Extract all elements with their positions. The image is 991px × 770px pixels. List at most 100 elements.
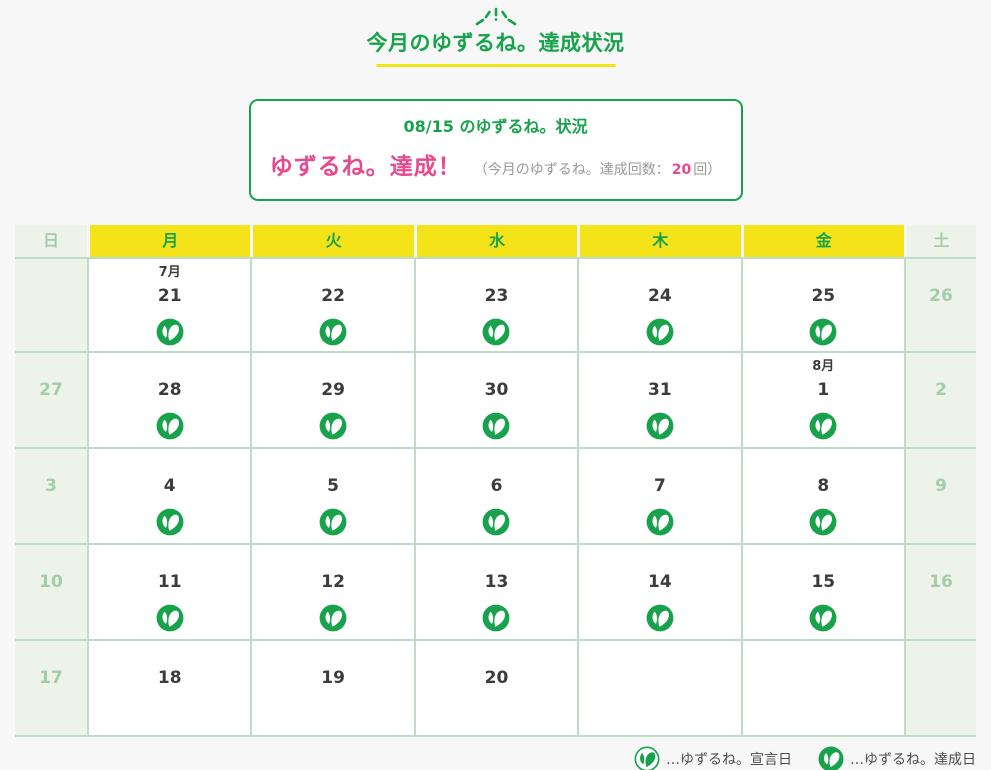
legend-item-declared: …ゆずるね。宣言日 [634,746,792,770]
calendar-day-cell: 14 [577,545,741,641]
status-line: ゆずるね。達成！ （今月のゆずるね。達成回数： 20 回） [261,147,731,181]
month-label [416,357,577,376]
day-number [579,664,740,692]
calendar-day-cell: 20 [413,641,578,737]
month-label [252,549,413,568]
yuzurune-achieved-icon [89,508,250,536]
month-label [743,453,904,472]
day-number: 30 [484,380,509,400]
month-label [252,453,413,472]
month-label: 7月 [158,265,181,280]
month-label [906,453,976,472]
calendar-day-cell [577,641,741,737]
month-label [579,549,740,568]
day-number: 20 [484,668,509,688]
day-number: 14 [648,572,672,592]
month-label [579,453,740,472]
calendar-day-cell: 23 [413,257,578,353]
yuzurune-declared-icon [634,746,660,770]
yuzurune-achieved-icon [743,412,904,440]
month-label [743,263,904,282]
yuzurune-achieved-icon [743,318,904,346]
day-number: 17 [39,668,63,688]
calendar-day-cell: 10 [15,545,87,641]
month-label [89,453,250,472]
month-label [15,549,87,568]
yuzurune-achieved-icon [579,604,740,632]
month-label [252,357,413,376]
calendar-day-cell: 12 [250,545,414,641]
month-label [89,357,250,376]
weekday-header-0: 日 [15,225,87,257]
page-header: 今月のゆずるね。達成状況 [0,0,991,67]
yuzurune-achieved-icon [579,412,740,440]
weekday-header-3: 水 [413,225,578,257]
day-number: 25 [811,286,836,306]
yuzurune-achieved-icon [743,604,904,632]
day-number: 26 [929,286,953,306]
day-number [743,664,904,692]
calendar-day-cell: 7 [577,449,741,545]
calendar-day-cell: 25 [740,257,904,353]
achievement-calendar: 日月火水木金土 7月 21 22 23 24 25 26 27 28 29 30 31 8月 1 2 3 4 5 6 7… [15,225,976,737]
calendar-day-cell [903,641,976,737]
calendar-day-cell: 17 [15,641,87,737]
month-label [906,549,976,568]
day-number: 18 [157,668,182,688]
yuzurune-achieved-icon [252,604,413,632]
calendar-day-cell: 29 [250,353,414,449]
month-label [252,645,413,664]
month-label: 8月 [812,359,835,374]
yuzurune-achieved-icon [89,412,250,440]
yuzurune-achieved-icon [416,604,577,632]
day-number: 28 [157,380,182,400]
yuzurune-achieved-icon [416,318,577,346]
calendar-day-cell: 6 [413,449,578,545]
month-label [416,453,577,472]
legend: …ゆずるね。宣言日 …ゆずるね。達成日 [15,746,976,770]
calendar-day-cell: 22 [250,257,414,353]
day-number [15,282,87,310]
day-number: 16 [929,572,953,592]
status-count-prefix: （今月のゆずるね。達成回数： [473,162,670,178]
day-number: 23 [484,286,509,306]
calendar-day-cell: 13 [413,545,578,641]
day-number: 9 [935,476,947,496]
month-label [15,645,87,664]
status-box: 08/15 のゆずるね。状況 ゆずるね。達成！ （今月のゆずるね。達成回数： 20… [248,99,743,201]
month-label [906,357,976,376]
day-number: 22 [321,286,345,306]
month-label [416,645,577,664]
day-number: 6 [490,476,503,496]
yuzurune-achieved-icon [416,412,577,440]
calendar-day-cell: 8 [740,449,904,545]
day-number: 8 [817,476,830,496]
day-number: 5 [327,476,340,496]
month-label [89,645,250,664]
month-label [15,263,87,282]
month-label [15,453,87,472]
calendar-day-cell: 28 [87,353,251,449]
day-number: 3 [45,476,57,496]
calendar-day-cell: 31 [577,353,741,449]
yuzurune-achieved-icon [89,318,250,346]
month-label [743,549,904,568]
calendar-day-cell: 24 [577,257,741,353]
day-number: 10 [39,572,63,592]
day-number: 12 [321,572,345,592]
calendar-day-cell: 9 [903,449,976,545]
day-number: 27 [39,380,63,400]
legend-label-declared: …ゆずるね。宣言日 [666,752,792,768]
calendar-day-cell: 27 [15,353,87,449]
month-label [579,645,740,664]
day-number: 2 [935,380,947,400]
month-label [89,549,250,568]
month-label [15,357,87,376]
calendar-day-cell: 7月 21 [87,257,251,353]
calendar-day-cell [740,641,904,737]
yuzurune-achieved-icon [743,508,904,536]
calendar-day-cell: 8月 1 [740,353,904,449]
calendar-day-cell [15,257,87,353]
sparkle-icon [0,7,991,29]
